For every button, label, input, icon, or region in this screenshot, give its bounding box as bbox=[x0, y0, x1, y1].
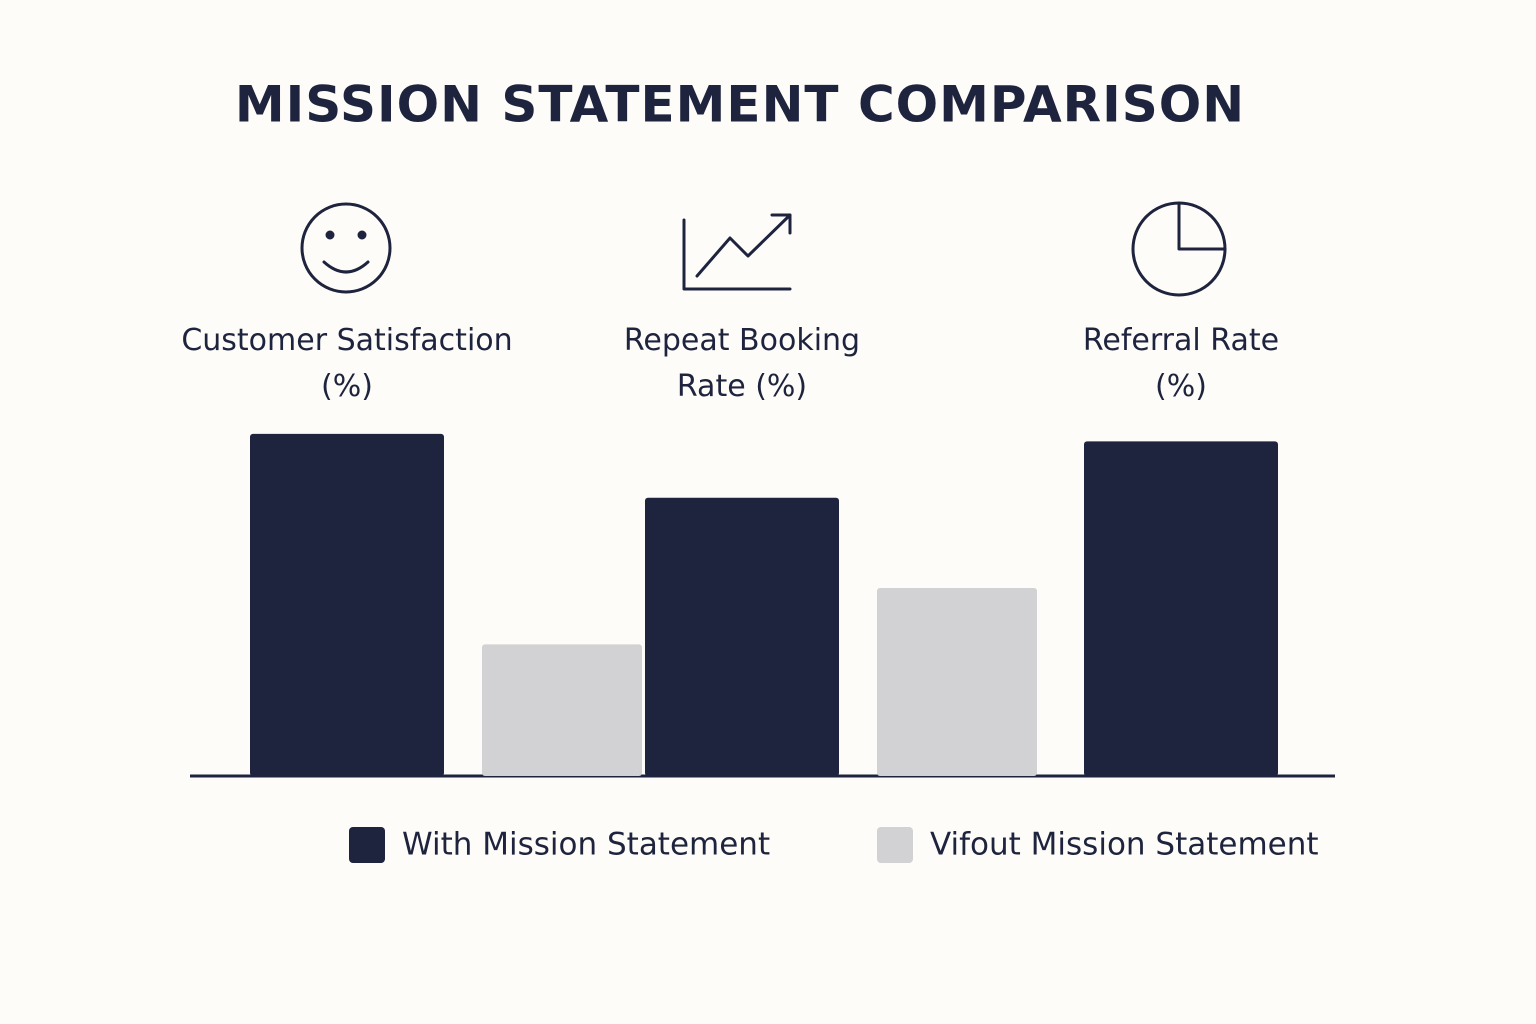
legend-swatch bbox=[877, 827, 913, 863]
legend-label: With Mission Statement bbox=[402, 827, 770, 863]
smile-mouth bbox=[322, 260, 370, 274]
smile-eye bbox=[357, 230, 367, 240]
bar bbox=[645, 497, 839, 776]
smile-eye bbox=[325, 230, 335, 240]
trend-axes bbox=[682, 218, 792, 291]
bar bbox=[877, 588, 1037, 776]
trend-line bbox=[695, 213, 792, 278]
legend-swatch bbox=[349, 827, 385, 863]
clock-hands bbox=[1177, 201, 1227, 251]
bar bbox=[1084, 441, 1278, 776]
category-label: Referral Rate (%) bbox=[1082, 323, 1280, 404]
chart-title: MISSION STATEMENT COMPARISON bbox=[235, 76, 1245, 134]
category-label: Customer Satisfaction (%) bbox=[181, 323, 513, 404]
category-label: Repeat Booking Rate (%) bbox=[623, 323, 861, 404]
bar bbox=[482, 644, 642, 776]
bar bbox=[250, 433, 444, 776]
legend-label: Vifout Mission Statement bbox=[930, 827, 1319, 863]
smile-icon bbox=[300, 202, 392, 294]
icons bbox=[300, 201, 1227, 297]
